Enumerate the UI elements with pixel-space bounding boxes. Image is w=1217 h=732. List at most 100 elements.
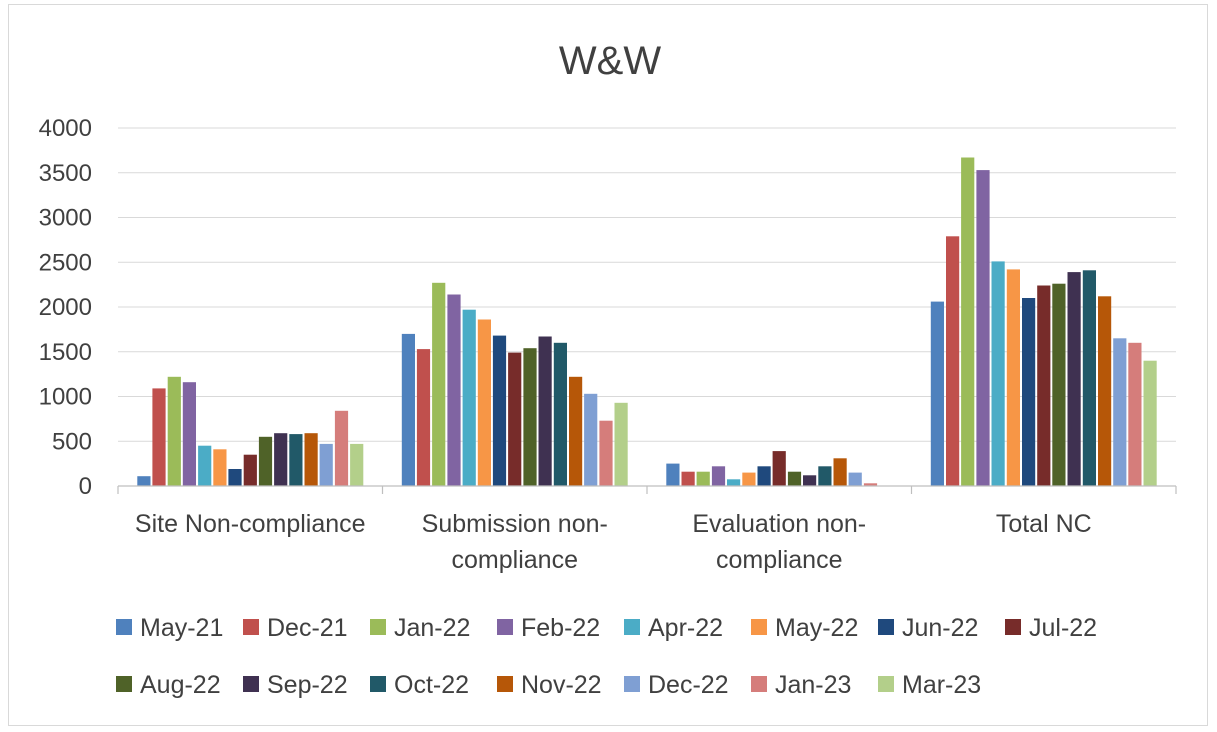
legend-label: May-22 — [775, 614, 858, 642]
bar — [228, 469, 242, 486]
bar — [1067, 272, 1081, 486]
y-tick-label: 2500 — [39, 249, 92, 276]
bar — [757, 466, 771, 486]
bar — [946, 236, 960, 486]
bar — [696, 471, 710, 486]
legend-label: Nov-22 — [521, 671, 602, 699]
bar — [198, 445, 212, 486]
y-tick-label: 500 — [52, 428, 92, 455]
bar — [492, 335, 507, 486]
bar — [334, 410, 349, 486]
legend-label: Feb-22 — [521, 614, 600, 642]
bar — [289, 434, 303, 486]
legend-label: Dec-22 — [648, 671, 729, 699]
legend-label: Oct-22 — [394, 671, 469, 699]
legend-label: Sep-22 — [267, 671, 348, 699]
bar — [584, 393, 598, 486]
bar — [508, 352, 522, 486]
legend-swatch — [497, 676, 513, 692]
bar — [930, 301, 944, 486]
bar — [432, 282, 446, 486]
legend-swatch — [878, 676, 894, 692]
y-tick-label: 3000 — [39, 205, 92, 232]
bar — [961, 157, 975, 486]
category-label: Total NC — [996, 510, 1092, 538]
category-label: compliance — [452, 546, 578, 574]
bar — [401, 333, 415, 486]
bar — [274, 433, 288, 486]
legend-label: Jan-22 — [394, 614, 470, 642]
legend-label: Apr-22 — [648, 614, 723, 642]
bar — [681, 471, 695, 486]
bar — [137, 476, 151, 486]
bar — [1082, 270, 1096, 486]
bar — [991, 261, 1005, 486]
bar — [1098, 296, 1112, 486]
bar — [477, 319, 491, 486]
bar — [599, 420, 613, 486]
bar — [1052, 283, 1066, 486]
legend-swatch — [878, 619, 894, 635]
legend-swatch — [751, 619, 767, 635]
bar — [538, 336, 552, 486]
bar — [614, 402, 628, 486]
legend-label: Mar-23 — [902, 671, 981, 699]
y-tick-label: 3500 — [39, 160, 92, 187]
category-label: compliance — [716, 546, 842, 574]
bar — [1143, 360, 1157, 486]
bar — [787, 471, 802, 486]
chart-title: W&W — [559, 39, 661, 83]
bar — [462, 309, 476, 486]
legend-swatch — [624, 619, 640, 635]
bar — [1022, 298, 1036, 486]
legend-label: May-21 — [140, 614, 223, 642]
bar — [772, 451, 786, 486]
x-axis: Site Non-compliance Submission non-compli… — [117, 485, 1177, 574]
bars — [137, 157, 1157, 486]
bar — [447, 294, 461, 486]
legend-swatch — [1005, 619, 1021, 635]
bar — [833, 458, 847, 486]
bar — [319, 443, 333, 486]
bar — [213, 449, 227, 486]
category-label: Submission non- — [422, 510, 608, 538]
y-tick-label: 4000 — [39, 115, 92, 142]
bar — [848, 472, 862, 486]
bar — [666, 463, 680, 486]
legend-label: Jun-22 — [902, 614, 978, 642]
legend-label: Jan-23 — [775, 671, 851, 699]
bar — [523, 348, 537, 486]
bar — [863, 483, 878, 486]
bar — [304, 433, 318, 486]
legend-label: Aug-22 — [140, 671, 221, 699]
y-tick-label: 0 — [79, 473, 92, 500]
legend-label: Dec-21 — [267, 614, 348, 642]
bar — [1037, 285, 1051, 486]
bar — [258, 436, 273, 486]
bar — [416, 349, 431, 486]
bar — [711, 466, 726, 486]
bar — [553, 342, 567, 486]
bar — [818, 466, 832, 486]
bar — [152, 388, 166, 486]
bar — [182, 382, 196, 486]
bar — [1006, 269, 1020, 486]
legend-swatch — [751, 676, 767, 692]
category-label: Evaluation non- — [692, 510, 866, 538]
legend-swatch — [116, 619, 132, 635]
bar — [1113, 338, 1127, 486]
legend-swatch — [370, 619, 386, 635]
legend-swatch — [497, 619, 513, 635]
bar — [976, 170, 990, 486]
y-tick-label: 1000 — [39, 384, 92, 411]
legend-swatch — [370, 676, 386, 692]
bar — [167, 376, 181, 486]
legend: May-21 Dec-21 Jan-22 Feb-22 Apr-22 May-22 Jun-… — [116, 614, 1097, 699]
bar — [243, 454, 257, 486]
legend-label: Jul-22 — [1029, 614, 1097, 642]
y-tick-label: 1500 — [39, 339, 92, 366]
y-axis: 0 500 1000 1500 2000 2500 3000 3500 4000 — [39, 115, 92, 500]
legend-swatch — [116, 676, 132, 692]
legend-swatch — [243, 619, 259, 635]
